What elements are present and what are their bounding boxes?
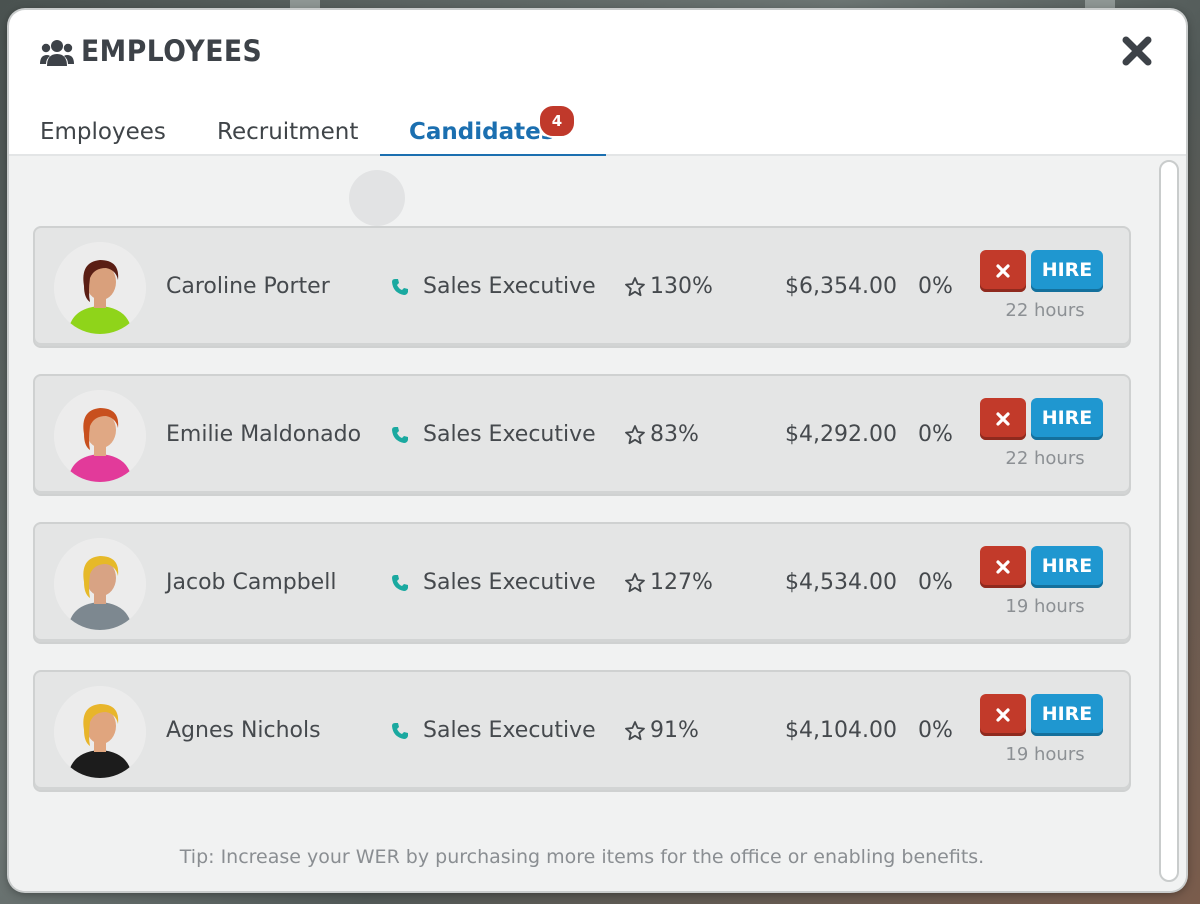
avatar: [54, 390, 146, 482]
time-remaining: 22 hours: [1005, 448, 1085, 469]
salary: $4,104.00: [785, 718, 897, 743]
percent-value: 0%: [918, 422, 953, 447]
reject-button[interactable]: [980, 250, 1026, 292]
candidate-name: Emilie Maldonado: [166, 422, 362, 447]
skill-rating: 91%: [650, 718, 699, 743]
avatar: [54, 242, 146, 334]
reject-button[interactable]: [980, 398, 1026, 440]
salary: $4,292.00: [785, 422, 897, 447]
close-icon: [996, 560, 1010, 574]
candidate-name: Agnes Nichols: [166, 718, 321, 743]
job-title: Sales Executive: [423, 274, 596, 299]
hire-button[interactable]: HIRE: [1031, 694, 1103, 736]
hire-button[interactable]: HIRE: [1031, 250, 1103, 292]
time-remaining: 19 hours: [1005, 744, 1085, 765]
close-icon: [996, 264, 1010, 278]
tab-employees[interactable]: Employees: [9, 106, 179, 154]
close-icon: [996, 708, 1010, 722]
avatar: [54, 686, 146, 778]
window-titlebar: EMPLOYEES: [9, 10, 1186, 94]
phone-icon: [392, 575, 408, 591]
reject-button[interactable]: [980, 694, 1026, 736]
candidate-row[interactable]: Emilie Maldonado Sales Executive 83% $4,292…: [33, 374, 1131, 496]
star-icon: [625, 277, 645, 297]
candidate-name: Jacob Campbell: [166, 570, 337, 595]
star-icon: [625, 425, 645, 445]
tab-label: Recruitment: [217, 119, 359, 145]
percent-value: 0%: [918, 718, 953, 743]
scrollbar-thumb[interactable]: [1159, 160, 1179, 882]
window-title: EMPLOYEES: [81, 34, 263, 68]
hire-button[interactable]: HIRE: [1031, 398, 1103, 440]
job-title: Sales Executive: [423, 718, 596, 743]
employees-window: EMPLOYEES Employees Recruitment Candidat…: [9, 10, 1186, 891]
star-icon: [625, 721, 645, 741]
candidate-name: Caroline Porter: [166, 274, 330, 299]
close-icon: [996, 412, 1010, 426]
tab-candidates[interactable]: Candidates 4: [380, 104, 606, 158]
candidates-list-panel: Caroline Porter Sales Executive 130% $6,354…: [9, 156, 1155, 891]
tip-text: Tip: Increase your WER by purchasing mor…: [179, 846, 985, 868]
tab-label: Employees: [40, 119, 166, 145]
phone-icon: [392, 723, 408, 739]
salary: $6,354.00: [785, 274, 897, 299]
percent-value: 0%: [918, 274, 953, 299]
salary: $4,534.00: [785, 570, 897, 595]
hire-button[interactable]: HIRE: [1031, 546, 1103, 588]
skill-rating: 130%: [650, 274, 713, 299]
skill-rating: 83%: [650, 422, 699, 447]
tab-recruitment[interactable]: Recruitment: [189, 106, 374, 154]
candidate-row[interactable]: Agnes Nichols Sales Executive 91% $4,104.00…: [33, 670, 1131, 792]
time-remaining: 22 hours: [1005, 300, 1085, 321]
users-icon: [40, 40, 74, 66]
percent-value: 0%: [918, 570, 953, 595]
close-icon[interactable]: [1120, 34, 1154, 68]
scrollbar-track: [1155, 156, 1186, 891]
users-watermark-icon: [349, 170, 405, 226]
phone-icon: [392, 427, 408, 443]
candidate-row[interactable]: Caroline Porter Sales Executive 130% $6,354…: [33, 226, 1131, 348]
tab-bar: Employees Recruitment Candidates 4: [9, 94, 1186, 158]
time-remaining: 19 hours: [1005, 596, 1085, 617]
tab-label: Candidates: [409, 119, 555, 145]
star-icon: [625, 573, 645, 593]
skill-rating: 127%: [650, 570, 713, 595]
avatar: [54, 538, 146, 630]
notification-badge: 4: [538, 104, 576, 138]
job-title: Sales Executive: [423, 422, 596, 447]
job-title: Sales Executive: [423, 570, 596, 595]
candidate-row[interactable]: Jacob Campbell Sales Executive 127% $4,534.…: [33, 522, 1131, 644]
reject-button[interactable]: [980, 546, 1026, 588]
phone-icon: [392, 279, 408, 295]
